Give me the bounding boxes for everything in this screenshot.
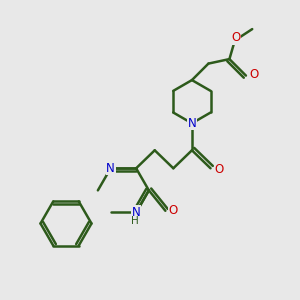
- Text: N: N: [188, 117, 196, 130]
- Text: H: H: [131, 217, 139, 226]
- Text: O: O: [231, 31, 240, 44]
- Text: O: O: [168, 204, 178, 217]
- Text: N: N: [106, 162, 115, 175]
- Text: O: O: [249, 68, 259, 81]
- Text: N: N: [132, 206, 140, 219]
- Text: O: O: [214, 163, 224, 176]
- Text: N: N: [188, 117, 196, 130]
